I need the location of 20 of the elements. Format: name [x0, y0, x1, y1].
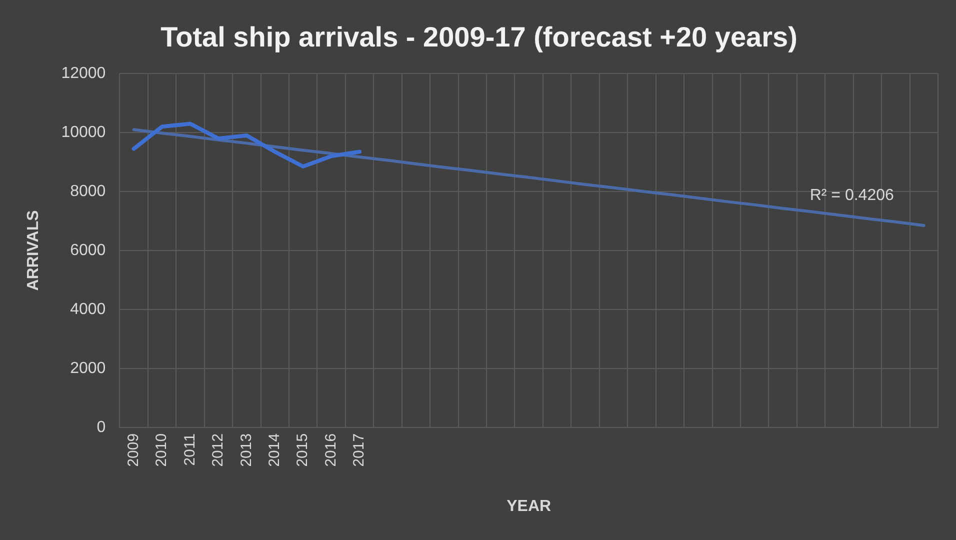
annotation: R² = 0.4206	[810, 186, 894, 204]
x-tick-label: 2013	[238, 433, 255, 467]
x-axis-title: YEAR	[506, 498, 552, 515]
y-tick-label: 6000	[70, 242, 106, 259]
x-tick-label: 2016	[322, 433, 340, 467]
x-tick-label: 2012	[210, 433, 227, 467]
y-axis-title: ARRIVALS	[25, 210, 42, 291]
chart-title: Total ship arrivals - 2009-17 (forecast +20 years)	[160, 22, 798, 53]
x-tick-label: 2011	[181, 433, 198, 466]
x-tick-label: 2014	[266, 433, 284, 467]
x-tick-label: 2017	[350, 433, 368, 467]
y-tick-label: 0	[96, 418, 106, 436]
y-tick-label: 8000	[70, 182, 106, 200]
y-tick-label: 10000	[61, 124, 106, 141]
y-tick-label: 4000	[70, 300, 106, 318]
y-tick-label: 2000	[70, 360, 106, 377]
y-tick-label: 12000	[61, 65, 106, 82]
x-tick-label: 2015	[294, 433, 312, 467]
x-tick-label: 2010	[153, 433, 170, 467]
x-tick-label: 2009	[124, 433, 142, 467]
